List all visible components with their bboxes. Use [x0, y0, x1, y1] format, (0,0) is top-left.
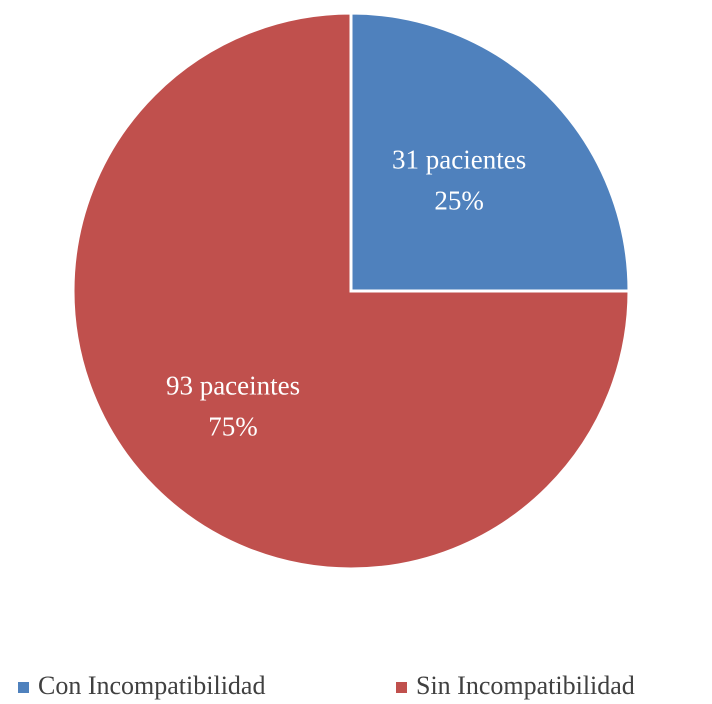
legend-text: Sin Incompatibilidad: [416, 671, 635, 700]
slice-label: 31 pacientes: [392, 145, 526, 175]
legend-text: Con Incompatibilidad: [38, 671, 265, 700]
pie-slice: [71, 11, 631, 571]
slice-label: 75%: [208, 412, 258, 442]
legend-swatch: [396, 682, 407, 693]
pie-slice: [349, 11, 631, 293]
slice-label: 25%: [434, 186, 484, 216]
legend-swatch: [18, 682, 29, 693]
slice-label: 93 paceintes: [166, 371, 300, 401]
